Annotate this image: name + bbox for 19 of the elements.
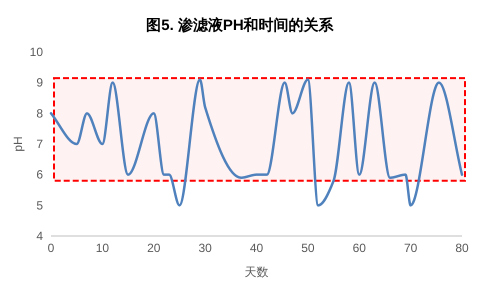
y-tick-label: 10 xyxy=(30,45,44,59)
y-tick-label: 9 xyxy=(36,76,44,90)
y-axis-title: pH xyxy=(11,136,25,152)
y-tick-label: 4 xyxy=(36,229,44,243)
x-tick-label: 70 xyxy=(404,241,418,255)
x-tick-label: 40 xyxy=(250,241,264,255)
x-tick-label: 60 xyxy=(352,241,366,255)
x-tick-label: 50 xyxy=(301,241,315,255)
x-tick-label: 10 xyxy=(96,241,110,255)
chart-title: 图5. 渗滤液PH和时间的关系 xyxy=(146,16,335,34)
x-tick-label: 30 xyxy=(198,241,212,255)
x-axis-title: 天数 xyxy=(244,265,268,279)
y-tick-label: 5 xyxy=(36,198,44,212)
y-tick-label: 6 xyxy=(36,168,44,182)
x-tick-label: 20 xyxy=(147,241,161,255)
y-tick-label: 7 xyxy=(36,137,44,151)
x-tick-label: 80 xyxy=(455,241,469,255)
x-tick-label: 0 xyxy=(48,241,55,255)
y-tick-label: 8 xyxy=(36,106,44,120)
